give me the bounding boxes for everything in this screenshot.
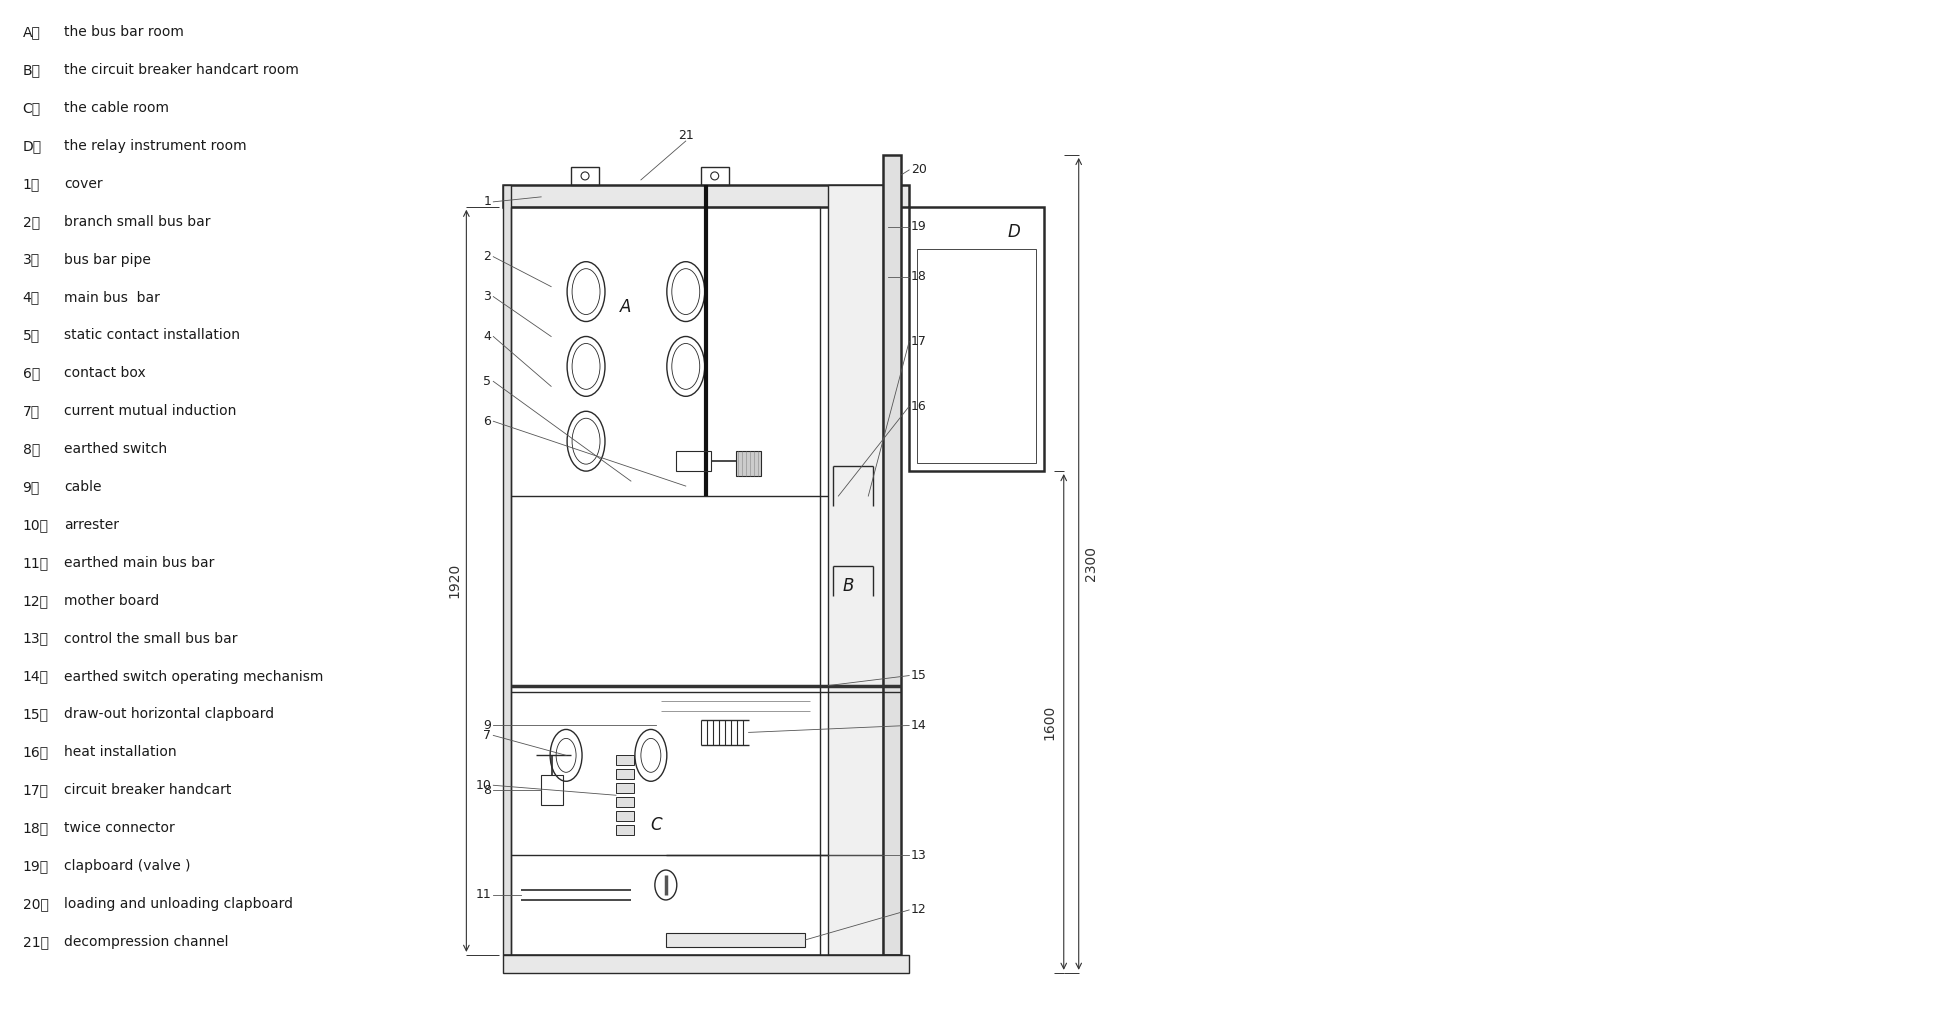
Text: 3、: 3、 [23, 253, 39, 267]
Bar [617, 756, 634, 765]
Text: loading and unloading clapboard: loading and unloading clapboard [64, 897, 294, 911]
Text: decompression channel: decompression channel [64, 935, 230, 949]
Text: mother board: mother board [64, 594, 160, 607]
Text: 11、: 11、 [23, 556, 49, 570]
Bar [617, 769, 634, 779]
Text: 16: 16 [911, 400, 926, 412]
Text: 8: 8 [483, 784, 490, 797]
Text: D、: D、 [23, 139, 41, 153]
Text: 19、: 19、 [23, 859, 49, 873]
Text: earthed main bus bar: earthed main bus bar [64, 556, 214, 570]
Text: cover: cover [64, 177, 103, 191]
Text: 6、: 6、 [23, 366, 39, 380]
Bar [617, 825, 634, 835]
Text: current mutual induction: current mutual induction [64, 404, 237, 419]
Text: 20: 20 [911, 164, 926, 176]
Text: the circuit breaker handcart room: the circuit breaker handcart room [64, 63, 300, 77]
Text: bus bar pipe: bus bar pipe [64, 253, 152, 267]
Text: 19: 19 [911, 221, 926, 233]
Text: draw-out horizontal clapboard: draw-out horizontal clapboard [64, 707, 274, 722]
Text: earthed switch: earthed switch [64, 442, 167, 456]
Bar [675, 452, 710, 471]
Text: static contact installation: static contact installation [64, 329, 241, 342]
Bar [883, 155, 901, 955]
Bar [829, 185, 883, 955]
Text: 10、: 10、 [23, 518, 49, 532]
Text: the cable room: the cable room [64, 101, 169, 115]
Bar [617, 784, 634, 793]
Text: 17: 17 [911, 335, 926, 348]
Text: 20、: 20、 [23, 897, 49, 911]
Text: 2、: 2、 [23, 214, 39, 229]
Text: 13: 13 [911, 849, 926, 862]
Text: heat installation: heat installation [64, 745, 177, 760]
Bar [541, 775, 562, 805]
Bar [701, 167, 728, 185]
Bar [617, 797, 634, 807]
Text: 3: 3 [483, 290, 490, 303]
Bar [736, 452, 761, 476]
Text: 7: 7 [483, 729, 490, 742]
Text: 15、: 15、 [23, 707, 49, 722]
Bar [570, 167, 599, 185]
Text: contact box: contact box [64, 366, 146, 380]
Text: circuit breaker handcart: circuit breaker handcart [64, 784, 232, 797]
Text: C、: C、 [23, 101, 41, 115]
Bar [917, 248, 1035, 463]
Text: 2300: 2300 [1084, 546, 1098, 581]
Bar [512, 207, 821, 955]
Text: cable: cable [64, 480, 101, 494]
Text: B: B [843, 576, 854, 595]
Text: 4、: 4、 [23, 291, 39, 304]
Text: branch small bus bar: branch small bus bar [64, 214, 210, 229]
Text: clapboard (valve ): clapboard (valve ) [64, 859, 191, 873]
Text: 5、: 5、 [23, 329, 39, 342]
Text: 9: 9 [483, 719, 490, 732]
Bar [617, 811, 634, 821]
Text: 12、: 12、 [23, 594, 49, 607]
Text: 21、: 21、 [23, 935, 49, 949]
Text: 14: 14 [911, 719, 926, 732]
Bar [504, 185, 512, 955]
Text: control the small bus bar: control the small bus bar [64, 632, 237, 645]
Text: 18、: 18、 [23, 821, 49, 835]
Text: 1600: 1600 [1043, 704, 1057, 739]
Text: arrester: arrester [64, 518, 119, 532]
Text: 4: 4 [483, 330, 490, 343]
Text: 10: 10 [475, 778, 490, 792]
Text: 14、: 14、 [23, 669, 49, 684]
Text: 13、: 13、 [23, 632, 49, 645]
Bar [504, 185, 909, 207]
Text: earthed switch operating mechanism: earthed switch operating mechanism [64, 669, 323, 684]
Text: 15: 15 [911, 669, 926, 683]
Text: C: C [650, 817, 662, 834]
Text: 17、: 17、 [23, 784, 49, 797]
Text: 6: 6 [483, 414, 490, 428]
Text: 18: 18 [911, 270, 926, 284]
Text: 7、: 7、 [23, 404, 39, 419]
Text: A、: A、 [23, 26, 41, 39]
Text: 1: 1 [483, 195, 490, 208]
Text: 21: 21 [677, 129, 693, 141]
Text: 9、: 9、 [23, 480, 39, 494]
Text: 2: 2 [483, 251, 490, 263]
Bar [909, 207, 1043, 471]
Text: main bus  bar: main bus bar [64, 291, 160, 304]
Bar [666, 933, 806, 946]
Text: 16、: 16、 [23, 745, 49, 760]
Text: 1920: 1920 [448, 563, 461, 598]
Text: B、: B、 [23, 63, 41, 77]
Text: 12: 12 [911, 903, 926, 917]
Text: D: D [1008, 223, 1020, 241]
Text: A: A [621, 298, 632, 315]
Text: the relay instrument room: the relay instrument room [64, 139, 247, 153]
Bar [504, 955, 909, 973]
Text: the bus bar room: the bus bar room [64, 26, 185, 39]
Text: 8、: 8、 [23, 442, 39, 456]
Text: 11: 11 [475, 889, 490, 901]
Text: 1、: 1、 [23, 177, 39, 191]
Text: 5: 5 [483, 375, 490, 388]
Text: twice connector: twice connector [64, 821, 175, 835]
